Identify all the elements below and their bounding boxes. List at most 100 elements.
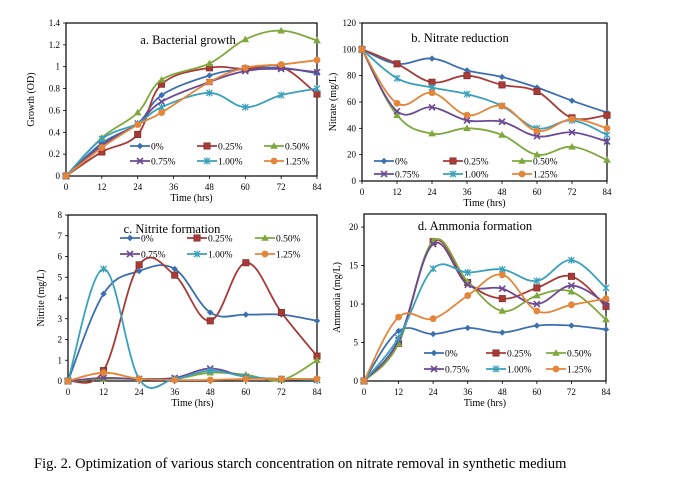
- x-tick-label: 72: [567, 387, 576, 397]
- data-point: [206, 72, 213, 79]
- legend-item: 1.25%: [546, 366, 592, 376]
- data-point: [464, 281, 472, 289]
- data-point: [498, 81, 506, 89]
- data-point: [135, 267, 143, 275]
- legend-marker: [193, 234, 201, 242]
- legend-marker: [552, 349, 560, 356]
- x-tick-label: 48: [498, 387, 508, 397]
- x-tick-label: 48: [206, 387, 216, 397]
- data-point: [242, 259, 250, 267]
- legend-marker: [126, 250, 134, 258]
- series-0_50pct: [360, 237, 610, 384]
- series-line: [65, 29, 318, 177]
- legend-marker: [518, 157, 526, 164]
- legend-item: 1.00%: [187, 250, 233, 261]
- legend-label: 0.75%: [141, 251, 166, 261]
- y-axis-label: Nitrate (mg/L): [328, 73, 339, 132]
- legend-label: 0.25%: [464, 158, 489, 168]
- y-tick-label: 1.2: [49, 40, 60, 50]
- legend-label: 0.25%: [507, 350, 532, 360]
- data-point: [533, 127, 541, 135]
- y-tick-label: 0.6: [49, 105, 61, 115]
- y-tick-label: 7: [58, 231, 63, 241]
- legend-item: 0.75%: [120, 250, 166, 261]
- y-tick-label: 120: [343, 18, 357, 28]
- y-tick-label: 0.8: [49, 84, 61, 94]
- y-tick-label: 1: [56, 62, 61, 72]
- data-point: [463, 90, 471, 98]
- data-point: [171, 376, 179, 384]
- data-point: [429, 330, 437, 338]
- legend-marker: [270, 157, 278, 165]
- series-1_25pct: [64, 369, 321, 385]
- series-0pct: [64, 264, 321, 385]
- legend-item: 1.25%: [264, 158, 310, 168]
- x-tick-label: 0: [66, 387, 71, 397]
- legend-label: 1.25%: [567, 366, 592, 376]
- legend: 0% 0.25% 0.50% 0.75% 1.00% 1.25%: [424, 349, 592, 376]
- data-point: [498, 271, 506, 279]
- data-point: [567, 282, 575, 290]
- y-tick-label: 60: [347, 97, 357, 107]
- chart-title: b. Nitrate reduction: [411, 31, 509, 45]
- data-point: [393, 74, 401, 82]
- x-tick-label: 12: [393, 187, 402, 197]
- data-point: [603, 131, 611, 139]
- data-point: [568, 115, 576, 123]
- x-tick-label: 48: [205, 182, 215, 192]
- data-point: [100, 265, 108, 273]
- legend-marker: [380, 157, 388, 165]
- series-line: [363, 238, 607, 382]
- legend-item: 1.00%: [197, 157, 243, 168]
- data-point: [428, 129, 436, 137]
- data-point: [135, 261, 143, 269]
- figure-caption: Fig. 2. Optimization of various starch c…: [34, 456, 567, 472]
- data-point: [498, 73, 506, 81]
- chart-title: c. Nitrite formation: [124, 222, 222, 236]
- data-point: [64, 377, 72, 385]
- y-tick-label: 0.4: [49, 127, 61, 137]
- data-point: [464, 292, 472, 299]
- legend-marker: [261, 234, 269, 241]
- legend-label: 0.50%: [533, 158, 558, 168]
- legend-label: 0%: [395, 158, 408, 168]
- legend-label: 1.00%: [208, 251, 233, 261]
- data-point: [242, 311, 250, 318]
- y-tick-label: 20: [349, 222, 359, 232]
- data-point: [498, 295, 506, 303]
- data-point: [533, 322, 541, 329]
- legend-label: 0%: [151, 143, 164, 153]
- data-point: [98, 144, 106, 151]
- legend-item: 0.25%: [197, 143, 243, 153]
- series-0_75pct: [62, 65, 321, 180]
- legend-marker: [449, 157, 457, 165]
- y-tick-label: 2: [58, 335, 63, 345]
- data-point: [158, 91, 165, 99]
- data-point: [242, 375, 250, 383]
- y-tick-label: 3: [58, 314, 63, 324]
- x-tick-label: 48: [498, 187, 508, 197]
- data-point: [393, 60, 401, 68]
- data-point: [498, 285, 506, 293]
- legend-item: 0.75%: [424, 365, 470, 376]
- data-point: [277, 61, 285, 68]
- data-point: [498, 118, 506, 126]
- legend-label: 0.50%: [276, 235, 301, 245]
- x-tick-label: 36: [463, 387, 473, 397]
- y-axis-label: Ammonia (mg/L): [332, 262, 343, 333]
- x-tick-label: 24: [133, 182, 143, 192]
- x-tick-label: 0: [360, 187, 365, 197]
- y-tick-label: 5: [58, 272, 63, 282]
- data-point: [395, 327, 402, 335]
- x-tick-label: 24: [429, 387, 439, 397]
- data-point: [395, 334, 403, 342]
- y-axis-label: Growth (OD): [26, 72, 37, 126]
- data-point: [395, 313, 402, 321]
- chart-title: d. Ammonia formation: [418, 219, 533, 233]
- legend-label: 1.00%: [464, 171, 489, 181]
- y-tick-label: 8: [58, 210, 63, 220]
- legend-label: 1.25%: [533, 171, 558, 181]
- legend-item: 0.25%: [443, 158, 489, 168]
